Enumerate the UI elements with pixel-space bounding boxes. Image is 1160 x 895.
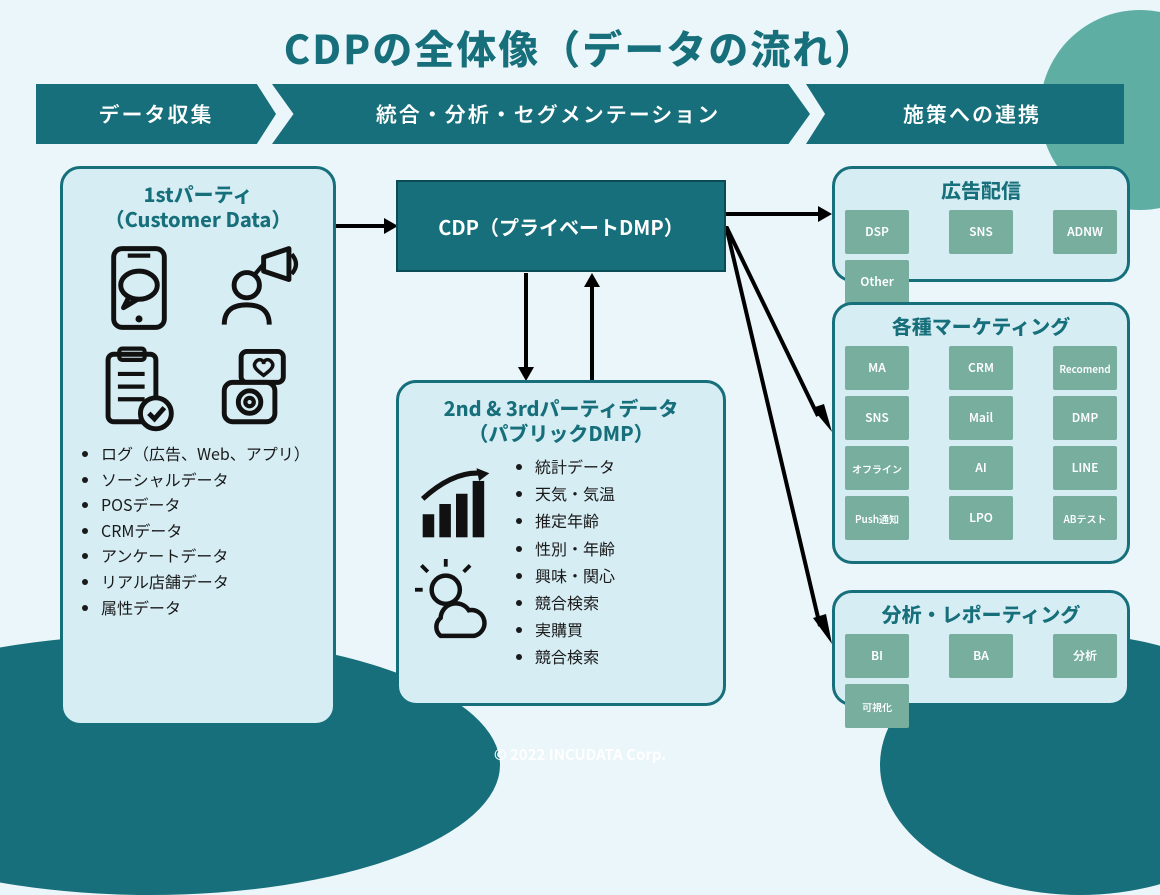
list-item: アンケートデータ [101,543,317,569]
marketing-title: 各種マーケティング [845,313,1117,338]
second-third-panel: 2nd & 3rdパーティデータ （パブリックDMP） 統計データ 天気・気温 … [396,380,726,706]
chip: CRM [949,346,1013,390]
first-party-panel: 1stパーティ （Customer Data） ログ（広告、Web、アプリ） ソ… [60,166,336,726]
chip: Other [845,260,909,304]
analytics-chips: BI BA 分析 可視化 [845,634,1117,728]
arrow-cdp-to-analytics [726,226,834,646]
chip: DMP [1053,396,1117,440]
ad-title: 広告配信 [845,177,1117,202]
chip: 可視化 [845,684,909,728]
arrow-first-to-cdp [336,214,398,238]
chip: Push通知 [845,496,909,540]
list-item: 性別・年齢 [535,535,615,562]
first-party-list: ログ（広告、Web、アプリ） ソーシャルデータ POSデータ CRMデータ アン… [101,441,317,620]
chip: ADNW [1053,210,1117,254]
stage-2: 統合・分析・セグメンテーション [272,84,810,144]
chip: DSP [845,210,909,254]
list-item: 興味・関心 [535,562,615,589]
social-camera-icon [213,343,303,433]
second-third-icons [415,463,497,641]
chip: BI [845,634,909,678]
chip: MA [845,346,909,390]
list-item: 統計データ [535,453,615,480]
person-megaphone-icon [213,243,303,333]
chip: BA [949,634,1013,678]
stage-1: データ収集 [36,84,276,144]
weather-icon [415,559,497,641]
list-item: 推定年齢 [535,507,615,534]
chip: オフライン [845,446,909,490]
first-party-title-l2: （Customer Data） [105,204,292,233]
list-item: POSデータ [101,492,317,518]
ad-panel: 広告配信 DSP SNS ADNW Other [832,166,1130,282]
list-item: 天気・気温 [535,480,615,507]
chip: ABテスト [1053,496,1117,540]
page-title: CDPの全体像（データの流れ） [0,18,1160,76]
second-third-title-l2: （パブリックDMP） [468,418,653,447]
chip: SNS [949,210,1013,254]
clipboard-check-icon [94,343,184,433]
list-item: 属性データ [101,595,317,621]
cdp-box: CDP（プライベートDMP） [396,180,726,272]
stage-3: 施策への連携 [806,84,1124,144]
chip: AI [949,446,1013,490]
growth-chart-icon [415,463,497,545]
chip: SNS [845,396,909,440]
list-item: ソーシャルデータ [101,467,317,493]
analytics-title: 分析・レポーティング [845,601,1117,626]
chip: Recomend [1053,346,1117,390]
phone-chat-icon [94,243,184,333]
second-third-title: 2nd & 3rdパーティデータ （パブリックDMP） [415,395,707,445]
arrow-cdp-down [516,273,536,381]
list-item: CRMデータ [101,518,317,544]
chip: LINE [1053,446,1117,490]
chip: LPO [949,496,1013,540]
first-party-icons [79,243,317,433]
chip: Mail [949,396,1013,440]
list-item: 実購買 [535,616,615,643]
list-item: 競合検索 [535,589,615,616]
arrow-cdp-to-ad [726,200,832,228]
chip: 分析 [1053,634,1117,678]
second-third-list: 統計データ 天気・気温 推定年齢 性別・年齢 興味・関心 競合検索 実購買 競合… [535,453,615,671]
stage-bar: データ収集 統合・分析・セグメンテーション 施策への連携 [36,84,1124,144]
copyright: © 2022 INCUDATA Corp. [0,744,1160,765]
marketing-panel: 各種マーケティング MA CRM Recomend SNS Mail DMP オ… [832,302,1130,564]
first-party-title: 1stパーティ （Customer Data） [79,181,317,231]
list-item: ログ（広告、Web、アプリ） [101,441,317,467]
analytics-panel: 分析・レポーティング BI BA 分析 可視化 [832,590,1130,706]
list-item: リアル店舗データ [101,569,317,595]
ad-chips: DSP SNS ADNW Other [845,210,1117,304]
list-item: 競合検索 [535,643,615,670]
arrow-second-up [582,273,602,381]
marketing-chips: MA CRM Recomend SNS Mail DMP オフライン AI LI… [845,346,1117,540]
